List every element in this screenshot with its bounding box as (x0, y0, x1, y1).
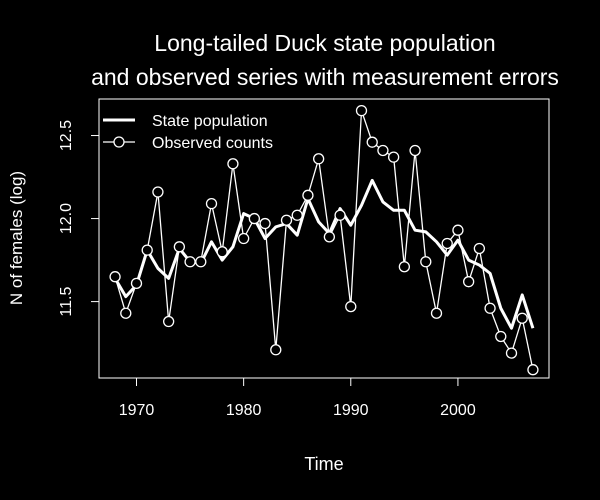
observed-count-point (473, 242, 486, 255)
chart-title-line-2: and observed series with measurement err… (91, 64, 559, 90)
observed-count-point (430, 307, 443, 319)
legend-state-population-label: State population (152, 113, 268, 130)
observed-count-point (398, 261, 411, 273)
observed-count-point (516, 312, 528, 324)
observed-count-point (302, 189, 314, 201)
x-tick-label: 1990 (333, 402, 369, 419)
observed-count-point (377, 144, 389, 157)
observed-count-point (162, 315, 175, 328)
y-tick-label: 11.5 (58, 287, 75, 317)
observed-count-point (527, 364, 539, 376)
observed-count-point (462, 276, 475, 288)
observed-count-point (237, 232, 250, 245)
y-tick-label: 12.0 (58, 203, 75, 234)
observed-count-point (120, 307, 132, 319)
observed-count-point (334, 209, 346, 221)
observed-count-point (227, 158, 239, 170)
y-axis-label: N of females (log) (7, 171, 26, 305)
observed-count-point (409, 144, 421, 157)
observed-count-point (495, 330, 507, 343)
observed-count-point (323, 231, 336, 243)
chart-title-line-1: Long-tailed Duck state population (154, 30, 496, 56)
observed-count-point (355, 104, 368, 117)
observed-count-point (312, 153, 325, 165)
observed-count-point (505, 347, 518, 359)
observed-count-point (248, 212, 261, 225)
x-tick-label: 1970 (119, 402, 155, 419)
observed-count-point (259, 217, 271, 230)
series-layer (109, 104, 539, 376)
observed-count-point (387, 151, 400, 163)
observed-count-point (205, 197, 218, 210)
observed-count-point (441, 237, 453, 250)
x-tick-label: 2000 (440, 402, 476, 419)
observed-count-point (291, 209, 303, 221)
x-tick-label: 1980 (226, 402, 262, 419)
observed-count-point (141, 244, 153, 256)
observed-count-point (173, 241, 186, 253)
observed-count-point (130, 277, 143, 289)
observed-count-point (484, 302, 496, 314)
legend-observed-counts-label: Observed counts (152, 135, 273, 152)
observed-count-point (109, 271, 121, 283)
observed-count-point (270, 344, 282, 356)
observed-count-point (216, 246, 228, 258)
observed-count-point (452, 224, 464, 236)
observed-count-point (152, 186, 164, 198)
legend-observed-counts-marker (113, 136, 125, 148)
observed-count-point (195, 256, 207, 268)
observed-count-point (345, 300, 357, 313)
legend: State population Observed counts (103, 113, 273, 152)
observed-count-point (366, 136, 378, 148)
observed-count-point (420, 256, 432, 268)
y-axis: 11.5 12.0 12.5 (58, 120, 100, 317)
observed-count-point (280, 214, 293, 226)
x-axis: 1970 1980 1990 2000 (119, 377, 476, 419)
observed-count-point (184, 256, 196, 268)
series-state-population-line (113, 178, 535, 330)
x-axis-label: Time (304, 454, 343, 474)
y-tick-label: 12.5 (58, 120, 75, 151)
